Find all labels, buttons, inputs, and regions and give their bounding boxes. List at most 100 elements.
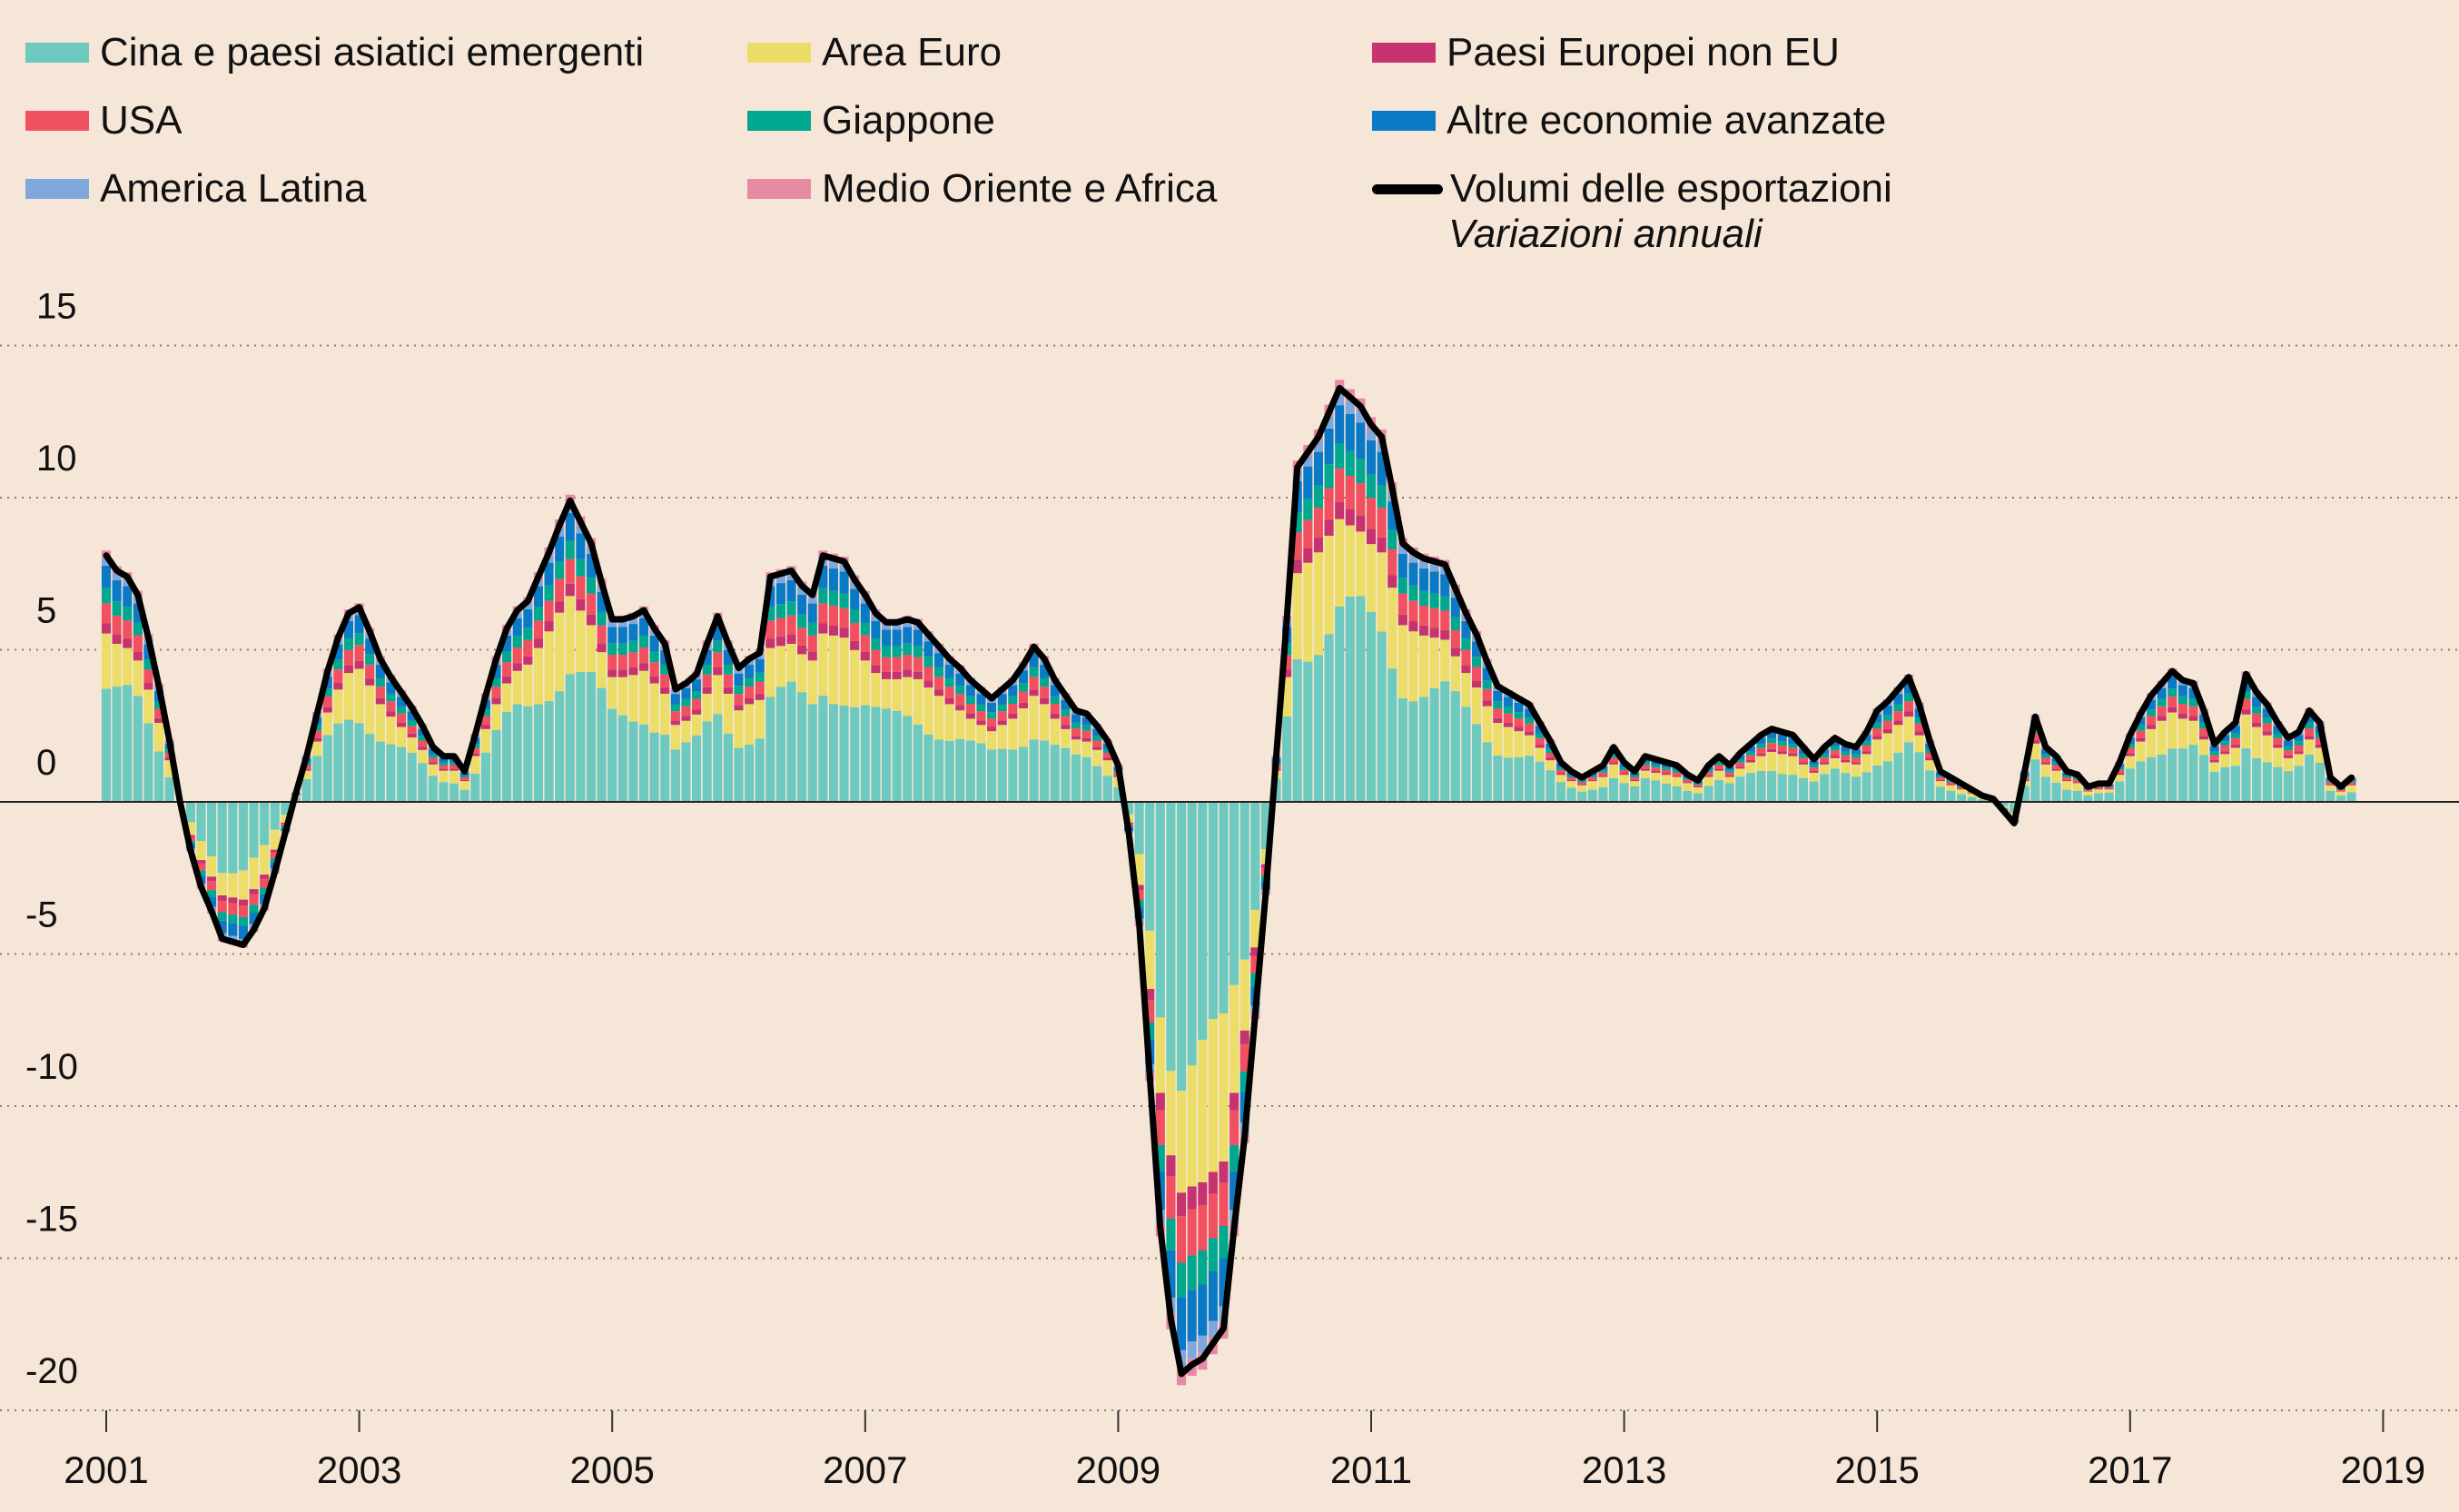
bar-segment (407, 733, 417, 738)
bar-segment (1882, 720, 1892, 729)
bar-segment (1555, 767, 1566, 770)
bar-segment (1925, 757, 1935, 761)
bar-segment (2241, 748, 2251, 802)
bar-segment (607, 621, 617, 628)
bar-segment (270, 802, 280, 830)
legend-line-icon (1372, 183, 1443, 194)
bar-segment (1134, 854, 1144, 885)
bar-segment (734, 694, 744, 706)
bar-segment (322, 688, 332, 697)
bar-segment (238, 870, 248, 900)
bar-segment (1230, 1110, 1239, 1145)
bar-segment (123, 607, 133, 621)
bar-segment (1820, 757, 1830, 763)
bar-segment (2294, 735, 2304, 742)
bar-segment (544, 585, 554, 601)
bar-segment (1061, 699, 1071, 710)
bar-segment (260, 878, 270, 888)
y-tick-label: -15 (25, 1200, 78, 1240)
bar-segment (1482, 706, 1492, 743)
bar-segment (1503, 726, 1513, 758)
bar-segment (2230, 747, 2240, 766)
bar-segment (1724, 766, 1734, 771)
bar-segment (207, 802, 217, 857)
bar-segment (755, 672, 765, 682)
bar-segment (1587, 779, 1597, 782)
bar-segment (2146, 728, 2157, 757)
bar-segment (1788, 753, 1798, 756)
bar-segment (1546, 760, 1555, 771)
bar-segment (2336, 791, 2346, 796)
bar-segment (1535, 744, 1545, 748)
bar-segment (860, 705, 870, 802)
bar-segment (1440, 596, 1450, 611)
bar-segment (565, 596, 575, 675)
bar-segment (1735, 768, 1745, 777)
bar-segment (1978, 799, 1988, 802)
bar-segment (1071, 728, 1081, 736)
bar-segment (839, 637, 849, 706)
bar-segment (786, 644, 796, 682)
bar-segment (1008, 704, 1018, 714)
bar-segment (1366, 544, 1377, 612)
bar-segment (903, 643, 913, 656)
bar-segment (871, 673, 881, 707)
bar-segment (1145, 989, 1155, 1001)
bar-segment (1767, 771, 1777, 802)
bar-segment (196, 841, 206, 861)
bar-segment (1745, 755, 1755, 760)
bar-segment (944, 665, 954, 678)
bar-segment (1008, 685, 1018, 697)
bar-segment (797, 628, 807, 646)
bar-segment (1693, 783, 1703, 786)
bar-segment (153, 751, 164, 802)
bar-segment (2252, 757, 2262, 802)
bar-segment (491, 677, 501, 687)
bar-segment (2305, 728, 2315, 736)
bar-segment (1893, 720, 1903, 726)
bar-segment (597, 591, 607, 612)
bar-segment (185, 822, 195, 835)
bar-segment (1724, 770, 1734, 773)
bar-segment (1313, 451, 1324, 486)
bar-segment (1061, 725, 1071, 729)
bar-segment (1872, 739, 1882, 766)
x-tick-label: 2019 (2341, 1448, 2425, 1491)
bar-segment (112, 615, 122, 635)
bar-segment (491, 704, 501, 731)
bar-segment (1198, 1039, 1208, 1182)
bar-segment (1450, 691, 1460, 802)
bar-segment (1313, 440, 1324, 452)
legend-swatch-icon (747, 179, 811, 199)
bar-segment (2051, 768, 2061, 771)
bar-segment (312, 741, 322, 756)
bar-segment (1587, 789, 1597, 802)
bar-segment (2157, 720, 2167, 755)
bar-segment (2072, 782, 2082, 784)
bar-segment (997, 720, 1007, 726)
bar-segment (418, 736, 428, 741)
bar-segment (1388, 501, 1397, 530)
legend-swatch-icon (25, 179, 89, 199)
bar-segment (1472, 657, 1482, 667)
bar-segment (2115, 773, 2125, 776)
bar-segment (1735, 766, 1745, 769)
bar-segment (1925, 770, 1935, 802)
bar-segment (607, 655, 617, 670)
bar-segment (1672, 776, 1682, 786)
bar-segment (1155, 1144, 1165, 1171)
bar-segment (2209, 755, 2219, 760)
bar-segment (228, 903, 238, 915)
bar-segment (1081, 741, 1091, 757)
bar-segment (755, 654, 765, 659)
bar-segment (238, 899, 248, 906)
bar-segment (1356, 459, 1366, 484)
bar-segment (2178, 704, 2187, 714)
bar-segment (597, 611, 607, 626)
bar-segment (101, 603, 112, 624)
bar-segment (1830, 750, 1840, 756)
bar-segment (1102, 748, 1112, 754)
bar-segment (1187, 1255, 1197, 1290)
bar-segment (1767, 738, 1777, 744)
bar-segment (881, 646, 892, 657)
